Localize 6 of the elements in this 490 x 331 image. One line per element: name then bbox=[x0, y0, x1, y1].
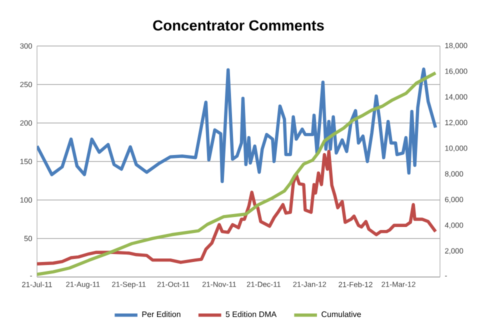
legend-label: Cumulative bbox=[322, 311, 361, 318]
line-series bbox=[37, 71, 438, 276]
line-series bbox=[37, 67, 438, 184]
legend-label: 5 Edition DMA bbox=[226, 311, 277, 318]
chart-title: Concentrator Comments bbox=[153, 20, 324, 31]
legend-label: Per Edition bbox=[142, 311, 180, 318]
